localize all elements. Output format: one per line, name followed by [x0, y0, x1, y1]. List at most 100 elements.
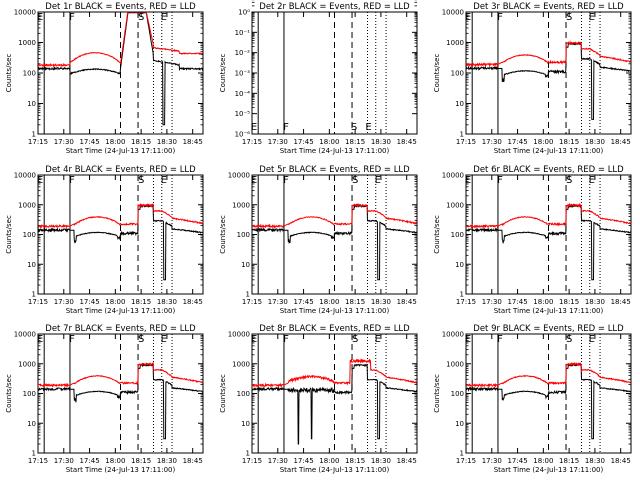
panel-title: Det 9r BLACK = Events, RED = LLD — [473, 324, 624, 334]
event-marker-label: E — [589, 334, 595, 345]
x-tick-label: 17:15 — [28, 298, 48, 306]
x-tick-label: 18:45 — [397, 138, 417, 146]
event-marker-label: F — [69, 12, 75, 23]
y-tick-label: 1000 — [232, 360, 250, 368]
x-tick-label: 17:30 — [54, 138, 74, 146]
x-axis-label: Start Time (24-Jul-13 17:11:00) — [280, 307, 390, 315]
y-tick-label: 10⁻³ — [235, 70, 251, 78]
event-marker-label: E — [375, 175, 381, 186]
y-axis-label: Counts/sec — [5, 215, 13, 254]
y-tick-label: 10⁻⁶ — [235, 131, 251, 139]
x-tick-label: 18:00 — [533, 138, 553, 146]
x-tick-label: 18:30 — [157, 298, 177, 306]
x-tick-label: 17:15 — [456, 298, 476, 306]
x-axis-label: Start Time (24-Jul-13 17:11:00) — [280, 147, 390, 155]
y-axis-label: Counts/sec — [433, 54, 441, 93]
y-tick-label: 100 — [23, 231, 36, 239]
x-tick-label: 17:30 — [54, 457, 74, 465]
event-marker-label: F — [497, 12, 503, 23]
y-tick-label: 1 — [32, 450, 36, 458]
x-axis-label: Start Time (24-Jul-13 17:11:00) — [494, 147, 604, 155]
event-marker-label: E — [251, 334, 257, 345]
event-marker-label: E — [465, 334, 471, 345]
y-tick-label: 10⁻² — [235, 49, 251, 57]
y-tick-label: 1 — [32, 291, 36, 299]
panel-9: Det 9r BLACK = Events, RED = LLD 1 10 100 10… — [433, 324, 632, 474]
event-marker-label: E — [465, 175, 471, 186]
event-marker-label: F — [69, 334, 75, 345]
event-marker-label: S — [352, 175, 358, 186]
event-marker-label: S — [138, 175, 144, 186]
x-tick-label: 17:45 — [507, 298, 527, 306]
y-tick-label: 10 — [27, 420, 36, 428]
x-axis-label: Start Time (24-Jul-13 17:11:00) — [494, 466, 604, 474]
x-tick-label: 17:15 — [456, 138, 476, 146]
x-tick-label: 17:45 — [507, 138, 527, 146]
y-axis-label: Counts/sec — [5, 374, 13, 413]
event-marker-label: E — [365, 122, 371, 133]
lld-series-line — [466, 361, 631, 388]
x-tick-label: 18:45 — [397, 298, 417, 306]
event-marker-label: E — [589, 175, 595, 186]
panel-title: Det 8r BLACK = Events, RED = LLD — [259, 324, 410, 334]
x-tick-label: 18:30 — [371, 298, 391, 306]
y-tick-label: 1000 — [18, 360, 36, 368]
y-tick-label: 10 — [27, 100, 36, 108]
lld-series-line — [38, 361, 203, 388]
x-tick-label: 17:45 — [293, 138, 313, 146]
y-tick-label: 100 — [451, 390, 464, 398]
y-tick-label: 1000 — [446, 39, 464, 47]
panel-title: Det 7r BLACK = Events, RED = LLD — [45, 324, 196, 334]
panel-title: Det 1r BLACK = Events, RED = LLD — [45, 2, 196, 12]
event-marker-label: E — [37, 334, 43, 345]
x-tick-label: 18:00 — [105, 457, 125, 465]
event-marker-label: E — [251, 175, 257, 186]
x-tick-label: 17:30 — [482, 457, 502, 465]
events-series-line — [252, 204, 417, 281]
x-tick-label: 18:45 — [611, 138, 631, 146]
y-tick-label: 1000 — [18, 201, 36, 209]
panel-5: Det 5r BLACK = Events, RED = LLD 1 10 100 10… — [219, 165, 418, 315]
panel-2: Det 2r BLACK = Events, RED = LLD 10⁰ 10⁻¹ 1… — [219, 0, 418, 155]
y-tick-label: 10 — [455, 420, 464, 428]
events-series-line — [38, 12, 203, 126]
y-tick-label: 10⁻¹ — [235, 29, 251, 37]
x-tick-label: 18:15 — [345, 138, 365, 146]
y-axis-label: Counts/sec — [219, 215, 227, 254]
y-tick-label: 10000 — [442, 172, 464, 180]
x-tick-label: 18:15 — [559, 138, 579, 146]
event-marker-label: F — [283, 122, 289, 133]
panel-title: Det 4r BLACK = Events, RED = LLD — [45, 165, 196, 175]
event-marker-label: E — [161, 334, 167, 345]
x-tick-label: 17:30 — [268, 298, 288, 306]
lld-series-line — [252, 203, 417, 229]
y-tick-label: 10⁰ — [238, 9, 250, 17]
event-marker-label: F — [283, 175, 289, 186]
events-series-line — [466, 203, 631, 281]
y-tick-label: 100 — [237, 231, 250, 239]
y-tick-label: 1 — [246, 291, 250, 299]
x-tick-label: 17:15 — [242, 138, 262, 146]
y-tick-label: 1 — [460, 291, 464, 299]
y-tick-label: 10⁻⁵ — [235, 110, 251, 118]
x-tick-label: 18:00 — [319, 457, 339, 465]
panel-title: Det 6r BLACK = Events, RED = LLD — [473, 165, 624, 175]
x-tick-label: 18:00 — [105, 138, 125, 146]
events-series-line — [38, 204, 203, 281]
y-tick-label: 10000 — [14, 172, 36, 180]
y-tick-label: 10000 — [14, 9, 36, 17]
x-tick-label: 18:30 — [157, 138, 177, 146]
y-tick-label: 1000 — [18, 39, 36, 47]
event-marker-label: S — [566, 175, 572, 186]
panel-title: Det 5r BLACK = Events, RED = LLD — [259, 165, 410, 175]
y-tick-label: 10 — [241, 261, 250, 269]
x-tick-label: 18:45 — [611, 457, 631, 465]
y-tick-label: 1000 — [446, 201, 464, 209]
panel-1: Det 1r BLACK = Events, RED = LLD 1 10 100 10… — [5, 2, 204, 155]
y-tick-label: 10 — [241, 420, 250, 428]
